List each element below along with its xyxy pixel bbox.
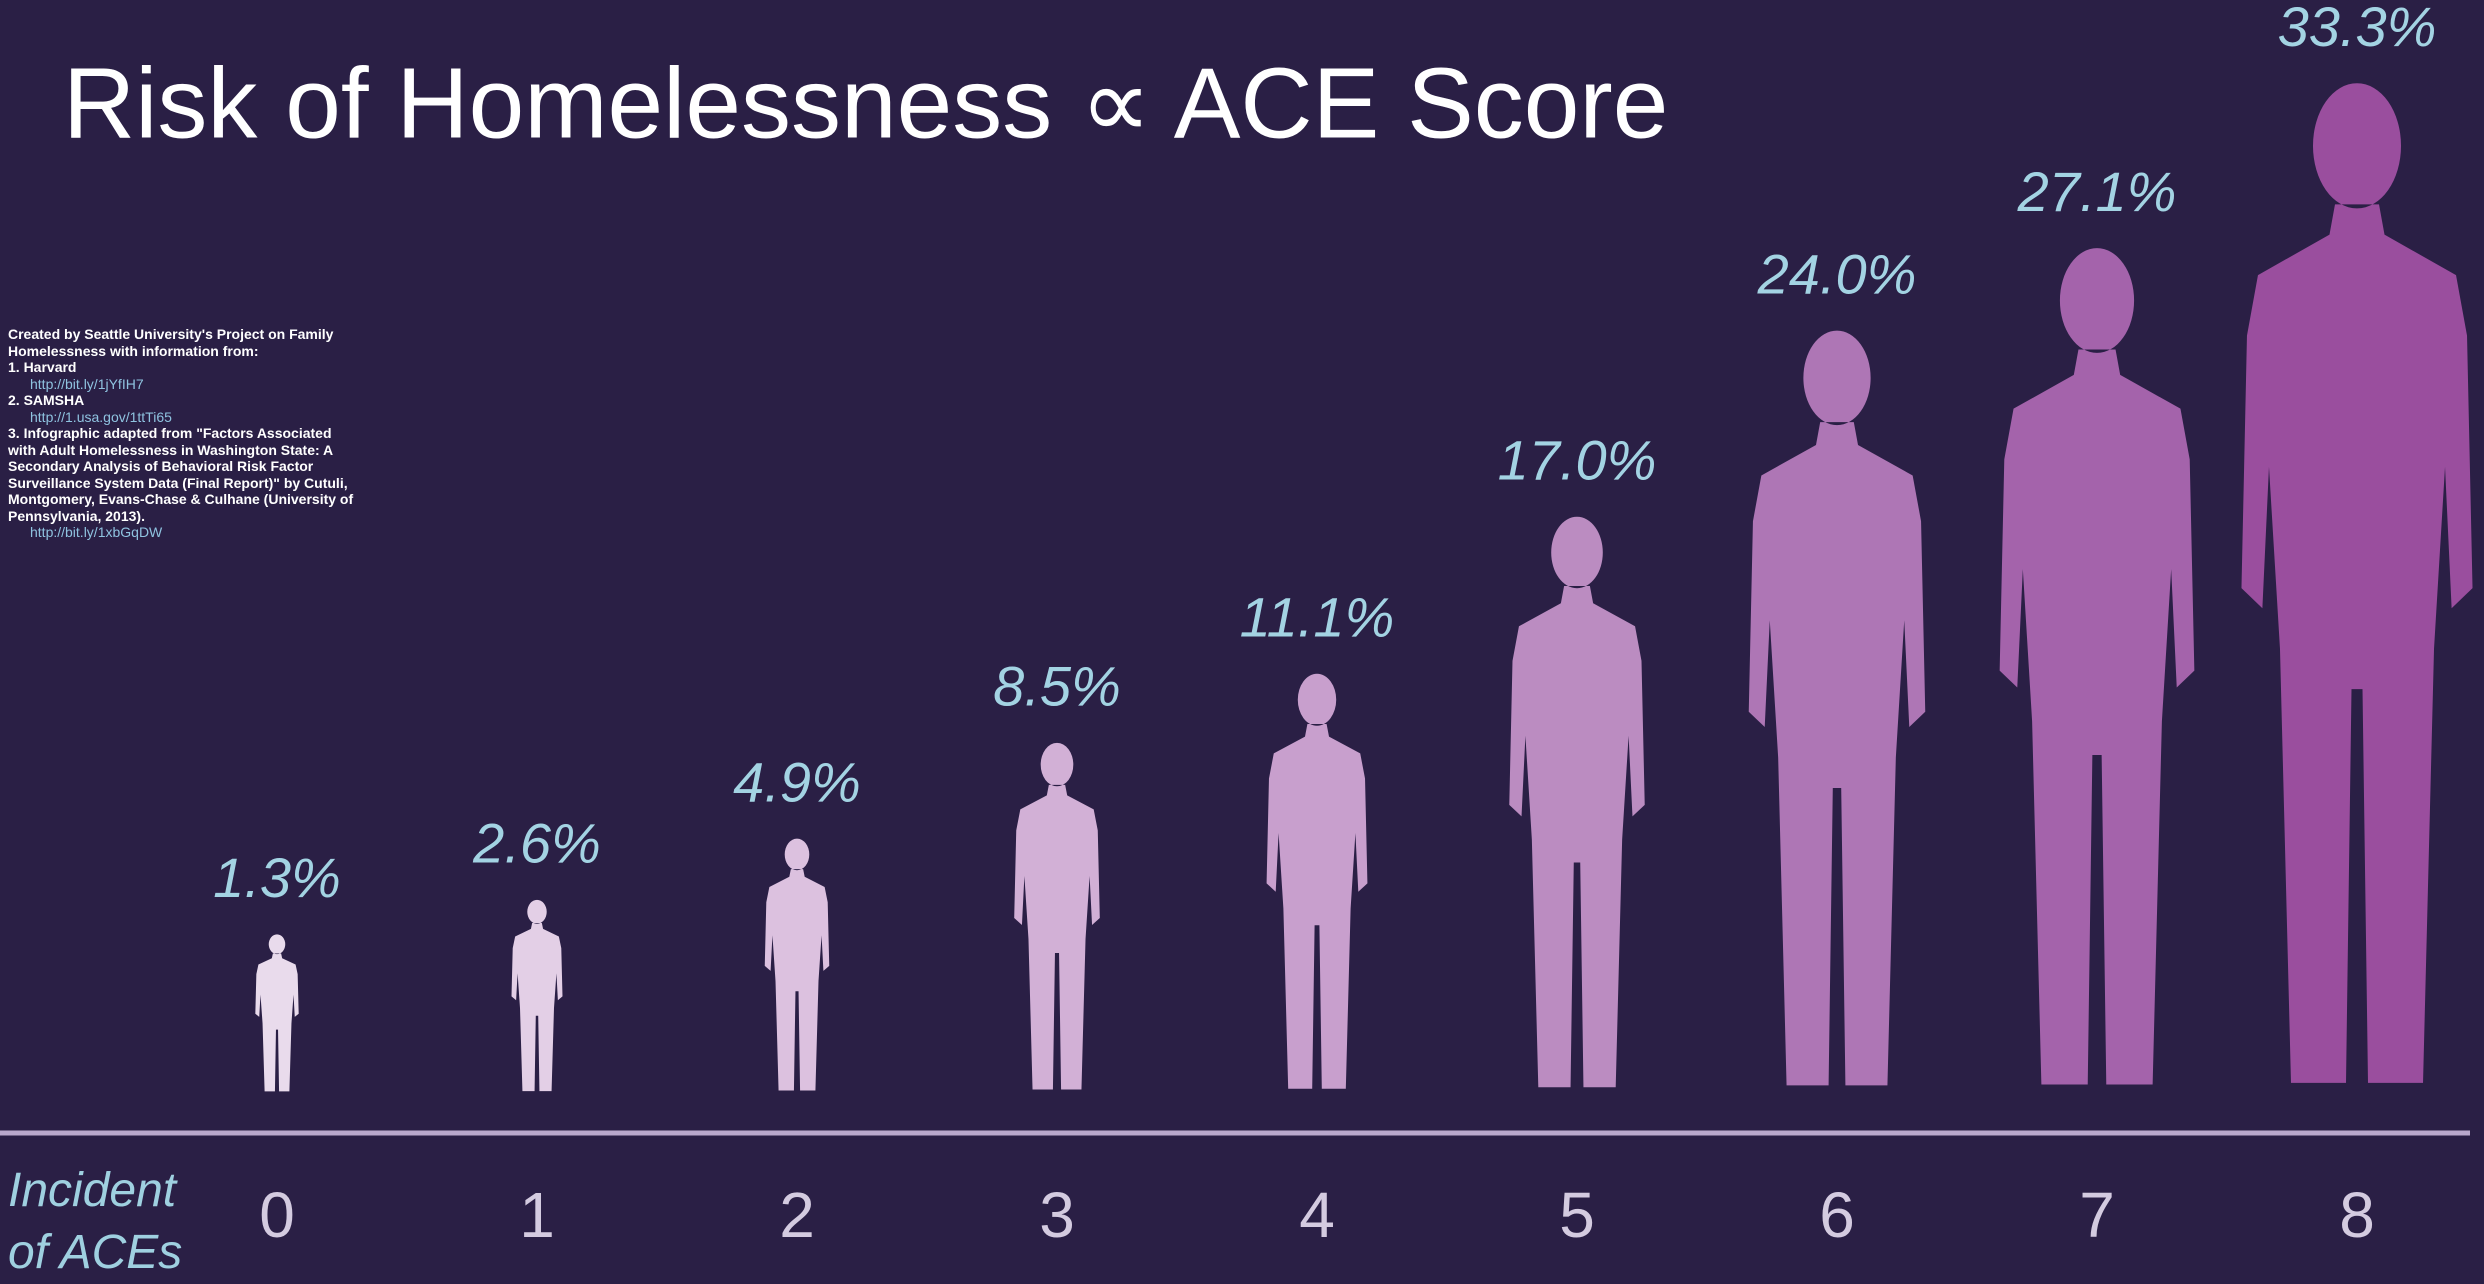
value-label: 8.5% <box>993 655 1121 718</box>
person-figure <box>1266 673 1368 1089</box>
x-tick-label: 2 <box>779 1179 815 1251</box>
note-intro: Created by Seattle University's Project … <box>8 326 334 359</box>
source-url: http://1.usa.gov/1ttTi65 <box>30 408 172 425</box>
x-tick-label: 8 <box>2339 1179 2375 1251</box>
x-tick-label: 0 <box>259 1179 295 1251</box>
person-figure <box>764 838 830 1091</box>
chart-title: Risk of Homelessness ∝ ACE Score <box>63 47 1668 159</box>
source-note: Created by Seattle University's Project … <box>8 326 360 541</box>
value-label: 1.3% <box>213 846 341 909</box>
value-label: 24.0% <box>1757 242 1917 305</box>
note-source: 2. SAMSHA http://1.usa.gov/1ttTi65 <box>8 392 360 425</box>
person-figure <box>1509 516 1645 1088</box>
person-figure <box>1014 742 1100 1090</box>
person-figure <box>1999 248 2195 1085</box>
x-tick-label: 3 <box>1039 1179 1075 1251</box>
source-title: 2. SAMSHA <box>8 392 85 408</box>
x-tick-label: 1 <box>519 1179 555 1251</box>
x-tick-label: 6 <box>1819 1179 1855 1251</box>
x-tick-label: 7 <box>2079 1179 2115 1251</box>
value-label: 27.1% <box>2017 160 2177 223</box>
source-url: http://bit.ly/1jYfIH7 <box>30 375 144 392</box>
note-source: 3. Infographic adapted from "Factors Ass… <box>8 425 360 541</box>
person-figure <box>255 934 299 1092</box>
value-label: 4.9% <box>733 750 861 813</box>
value-label: 11.1% <box>1240 586 1395 649</box>
person-figure <box>1748 330 1926 1086</box>
source-url: http://bit.ly/1xbGqDW <box>30 524 163 540</box>
x-tick-label: 4 <box>1299 1179 1335 1251</box>
source-title: 3. Infographic adapted from "Factors Ass… <box>8 425 354 524</box>
value-label: 17.0% <box>1498 429 1657 492</box>
source-title: 1. Harvard <box>8 359 77 375</box>
note-source: 1. Harvard http://bit.ly/1jYfIH7 <box>8 359 360 392</box>
x-tick-label: 5 <box>1559 1179 1595 1251</box>
x-axis-label: Incident of ACEs <box>8 1164 183 1279</box>
person-figure <box>2241 83 2473 1083</box>
value-label: 33.3% <box>2278 0 2437 58</box>
person-figure <box>511 899 563 1092</box>
value-label: 2.6% <box>472 812 601 875</box>
